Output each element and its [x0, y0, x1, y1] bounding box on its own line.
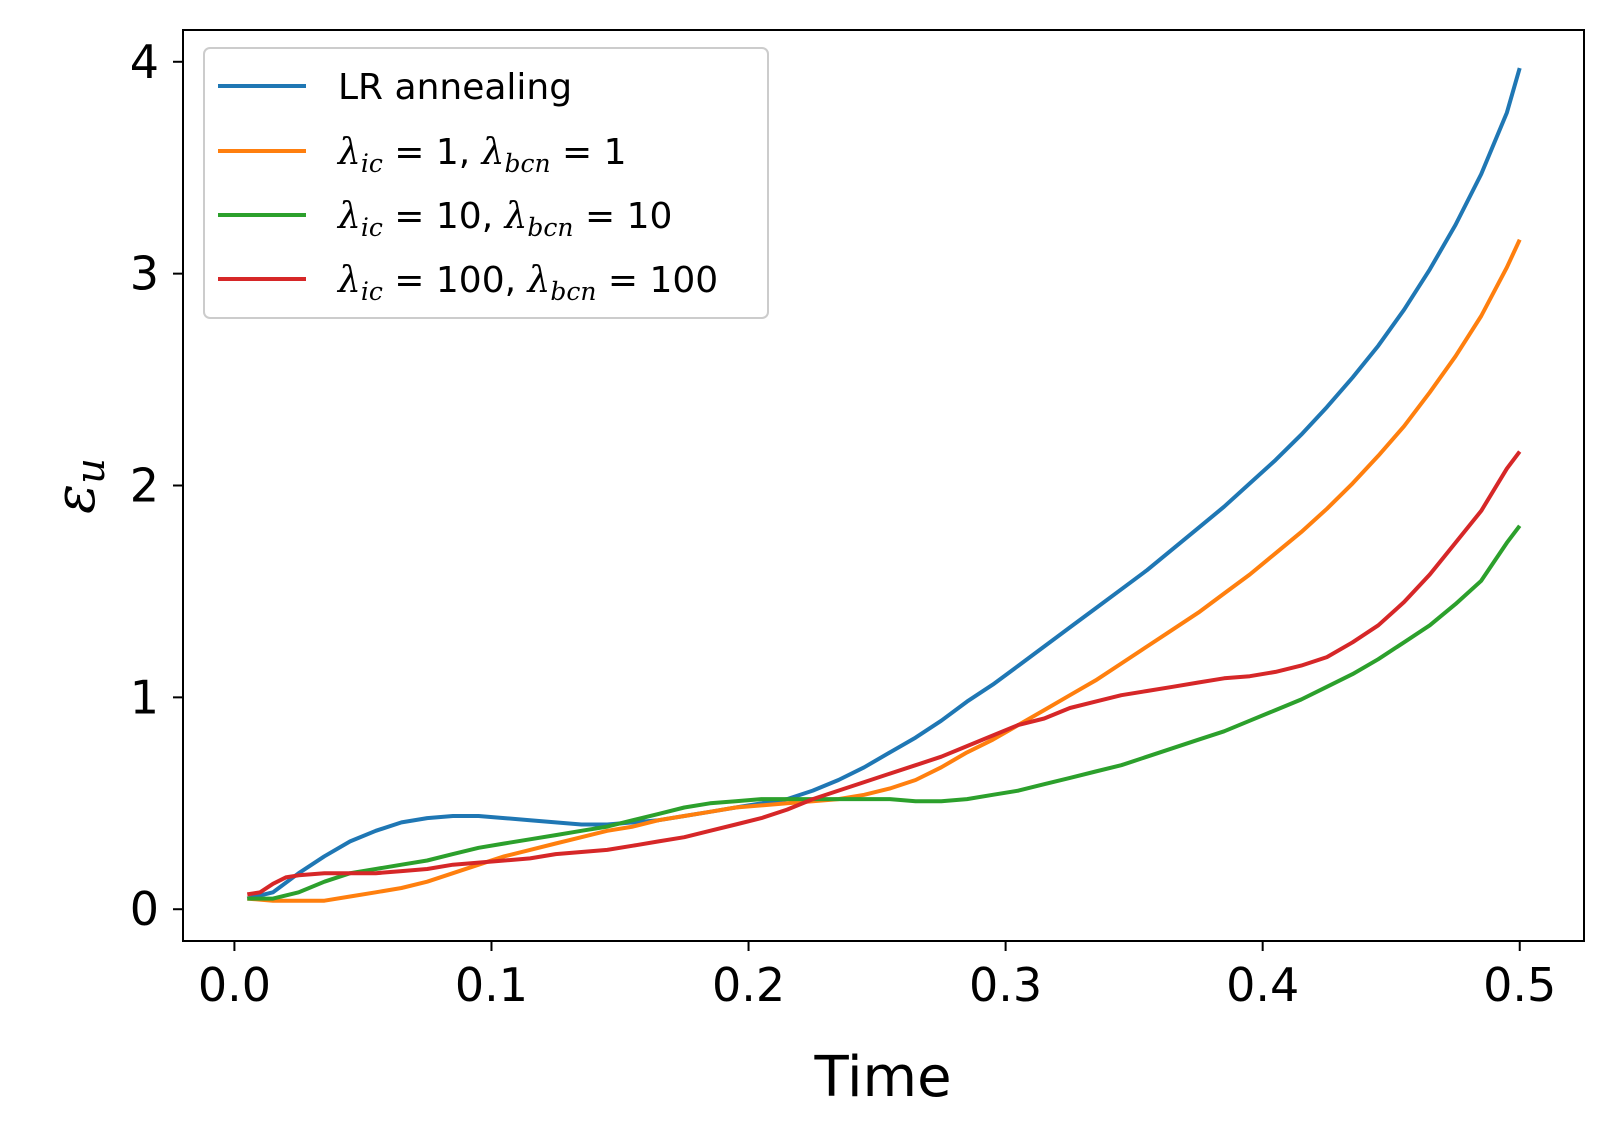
plot-lines: [246, 67, 1522, 903]
x-axis-label: Time: [813, 1045, 951, 1110]
x-tick-label: 0.3: [969, 958, 1042, 1012]
x-tick-label: 0.5: [1483, 958, 1556, 1012]
y-axis-label: εu: [43, 458, 114, 514]
legend-label-1: LR annealing: [338, 67, 572, 108]
x-tick-label: 0.0: [198, 958, 271, 1012]
x-tick-label: 0.4: [1226, 958, 1299, 1012]
y-tick-label: 2: [130, 459, 159, 513]
y-tick-label: 3: [130, 247, 159, 301]
series-line-2: [247, 238, 1522, 903]
series-line-4: [246, 450, 1522, 897]
y-axis-ticks: 0 1 2 3 4: [130, 35, 183, 936]
series-line-3: [247, 524, 1522, 901]
series-line-1: [246, 67, 1522, 901]
legend: LR annealing λic = 1, λbcn = 1 λic = 10, λ…: [203, 47, 769, 319]
legend-label-4: λic = 100, λbcn = 100: [336, 260, 718, 306]
legend-label-2: λic = 1, λbcn = 1: [336, 132, 627, 178]
legend-box: [203, 47, 769, 319]
y-axis-label-subscript: u: [68, 458, 114, 484]
x-tick-label: 0.2: [712, 958, 785, 1012]
y-tick-label: 1: [130, 670, 159, 724]
x-tick-label: 0.1: [455, 958, 528, 1012]
y-tick-label: 4: [130, 35, 159, 89]
y-axis-label-symbol: ε: [43, 484, 108, 514]
legend-label-3: λic = 10, λbcn = 10: [336, 196, 672, 242]
y-tick-label: 0: [130, 882, 159, 936]
x-axis-ticks: 0.0 0.1 0.2 0.3 0.4 0.5: [198, 941, 1556, 1012]
